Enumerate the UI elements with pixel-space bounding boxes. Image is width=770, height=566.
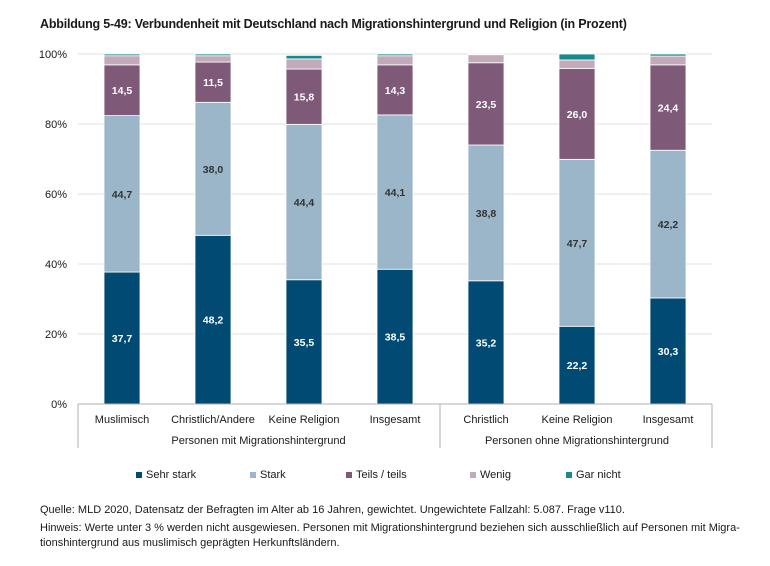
bar-segment-teils-teils (194, 61, 232, 103)
legend-label: Wenig (480, 469, 511, 481)
bar-segment-stark (376, 114, 414, 270)
data-label: 35,5 (294, 337, 315, 349)
bar-segment-gar-nicht (285, 55, 323, 60)
legend-swatch (566, 472, 572, 478)
legend-swatch (470, 472, 476, 478)
data-label: 47,7 (567, 238, 588, 250)
bar-segment-stark (194, 101, 232, 236)
legend-label: Gar nicht (576, 469, 621, 481)
x-tick-label: Christlich (463, 414, 508, 426)
data-label: 30,3 (658, 346, 679, 358)
legend: Sehr stark Stark Teils / teils Wenig Gar nic… (0, 469, 770, 485)
y-tick-label: 60% (45, 189, 67, 201)
y-tick-label: 20% (45, 329, 67, 341)
bar-segment-gar-nicht (103, 53, 141, 57)
bar-segment-sehr-stark (467, 280, 505, 405)
y-tick-label: 40% (45, 259, 67, 271)
legend-label: Sehr stark (146, 469, 197, 481)
bar-stack: 22,2 47,7 26,0 (558, 53, 596, 405)
bar-segment-sehr-stark (103, 271, 141, 405)
bar-stack: 37,7 44,7 14,5 (103, 53, 141, 405)
chart-title: Abbildung 5-49: Verbundenheit mit Deutsc… (40, 17, 627, 31)
x-tick-label: Christlich/Andere (171, 414, 255, 426)
x-group-label: Personen ohne Migrationshintergrund (485, 435, 669, 447)
legend-item: Teils / teils (346, 469, 407, 481)
bar-segment-wenig (285, 58, 323, 70)
x-tick-label: Muslimisch (95, 414, 149, 426)
data-label: 38,0 (203, 164, 224, 176)
data-label: 24,4 (658, 103, 679, 115)
legend-swatch (136, 472, 142, 478)
data-label: 48,2 (203, 315, 224, 327)
stacked-bar-chart: 0% 20% 40% 60% 80% 100% 37,7 44,7 14,5 48,2 38,0 1… (39, 49, 713, 448)
bar-segment-teils-teils (649, 64, 687, 151)
legend-label: Teils / teils (356, 469, 407, 481)
data-label: 26,0 (567, 109, 588, 121)
data-label: 38,5 (385, 332, 406, 344)
bars: 37,7 44,7 14,5 48,2 38,0 11,5 35,5 44,4 15,8 38,5… (103, 53, 687, 405)
bar-segment-teils-teils (103, 64, 141, 116)
x-tick-label: Insgesamt (643, 414, 694, 426)
bar-stack: 35,2 38,8 23,5 (467, 53, 505, 405)
x-tick-label: Keine Religion (269, 414, 340, 426)
bar-segment-gar-nicht (194, 53, 232, 57)
data-label: 23,5 (476, 99, 497, 111)
bar-segment-wenig (103, 55, 141, 66)
x-group-label: Personen mit Migrationshintergrund (171, 435, 345, 447)
data-label: 42,2 (658, 219, 679, 231)
data-label: 44,7 (112, 189, 133, 201)
data-label: 44,4 (294, 197, 315, 209)
legend-item: Gar nicht (566, 469, 621, 481)
bar-stack: 48,2 38,0 11,5 (194, 53, 232, 405)
x-axis: Muslimisch Christlich/Andere Keine Religio… (77, 403, 713, 448)
bar-segment-stark (467, 144, 505, 282)
bar-segment-teils-teils (376, 64, 414, 116)
bar-segment-stark (649, 149, 687, 299)
bar-stack: 30,3 42,2 24,4 (649, 53, 687, 405)
bar-segment-gar-nicht (649, 53, 687, 57)
data-label: 15,8 (294, 92, 315, 104)
bar-segment-wenig (558, 59, 596, 69)
bar-segment-stark (103, 115, 141, 273)
source-note: Quelle: MLD 2020, Datensatz der Befragte… (40, 504, 625, 516)
bar-segment-wenig (194, 55, 232, 63)
bar-segment-sehr-stark (376, 268, 414, 405)
x-tick-label: Keine Religion (542, 414, 613, 426)
notes: Quelle: MLD 2020, Datensatz der Befragte… (40, 503, 740, 554)
data-label: 11,5 (203, 77, 223, 89)
bar-segment-gar-nicht (558, 53, 596, 61)
legend-item: Sehr stark (136, 469, 196, 481)
bar-stack: 38,5 44,1 14,3 (376, 53, 414, 405)
bar-segment-gar-nicht (376, 53, 414, 57)
bar-segment-sehr-stark (649, 297, 687, 405)
y-tick-label: 0% (51, 399, 67, 411)
y-tick-label: 100% (39, 49, 67, 61)
data-label: 35,2 (476, 337, 497, 349)
legend-swatch (250, 472, 256, 478)
data-label: 14,3 (385, 85, 406, 97)
bar-segment-gar-nicht (467, 53, 505, 56)
data-label: 44,1 (385, 187, 406, 199)
data-label: 22,2 (567, 360, 588, 372)
legend-item: Stark (250, 469, 286, 481)
y-tick-label: 80% (45, 119, 67, 131)
data-label: 37,7 (112, 333, 133, 345)
data-label: 14,5 (112, 85, 133, 97)
bar-segment-stark (558, 158, 596, 327)
bar-segment-wenig (649, 55, 687, 66)
bar-segment-wenig (376, 55, 414, 66)
y-axis-ticks: 0% 20% 40% 60% 80% 100% (39, 49, 67, 411)
data-label: 38,8 (476, 208, 497, 220)
legend-label: Stark (260, 469, 286, 481)
legend-swatch (346, 472, 352, 478)
x-tick-label: Insgesamt (370, 414, 421, 426)
bar-stack: 35,5 44,4 15,8 (285, 55, 323, 405)
legend-item: Wenig (470, 469, 511, 481)
hint-note: Hinweis: Werte unter 3 % werden nicht au… (40, 521, 740, 550)
bar-segment-sehr-stark (558, 325, 596, 405)
bar-segment-sehr-stark (194, 234, 232, 405)
bar-segment-wenig (467, 54, 505, 64)
